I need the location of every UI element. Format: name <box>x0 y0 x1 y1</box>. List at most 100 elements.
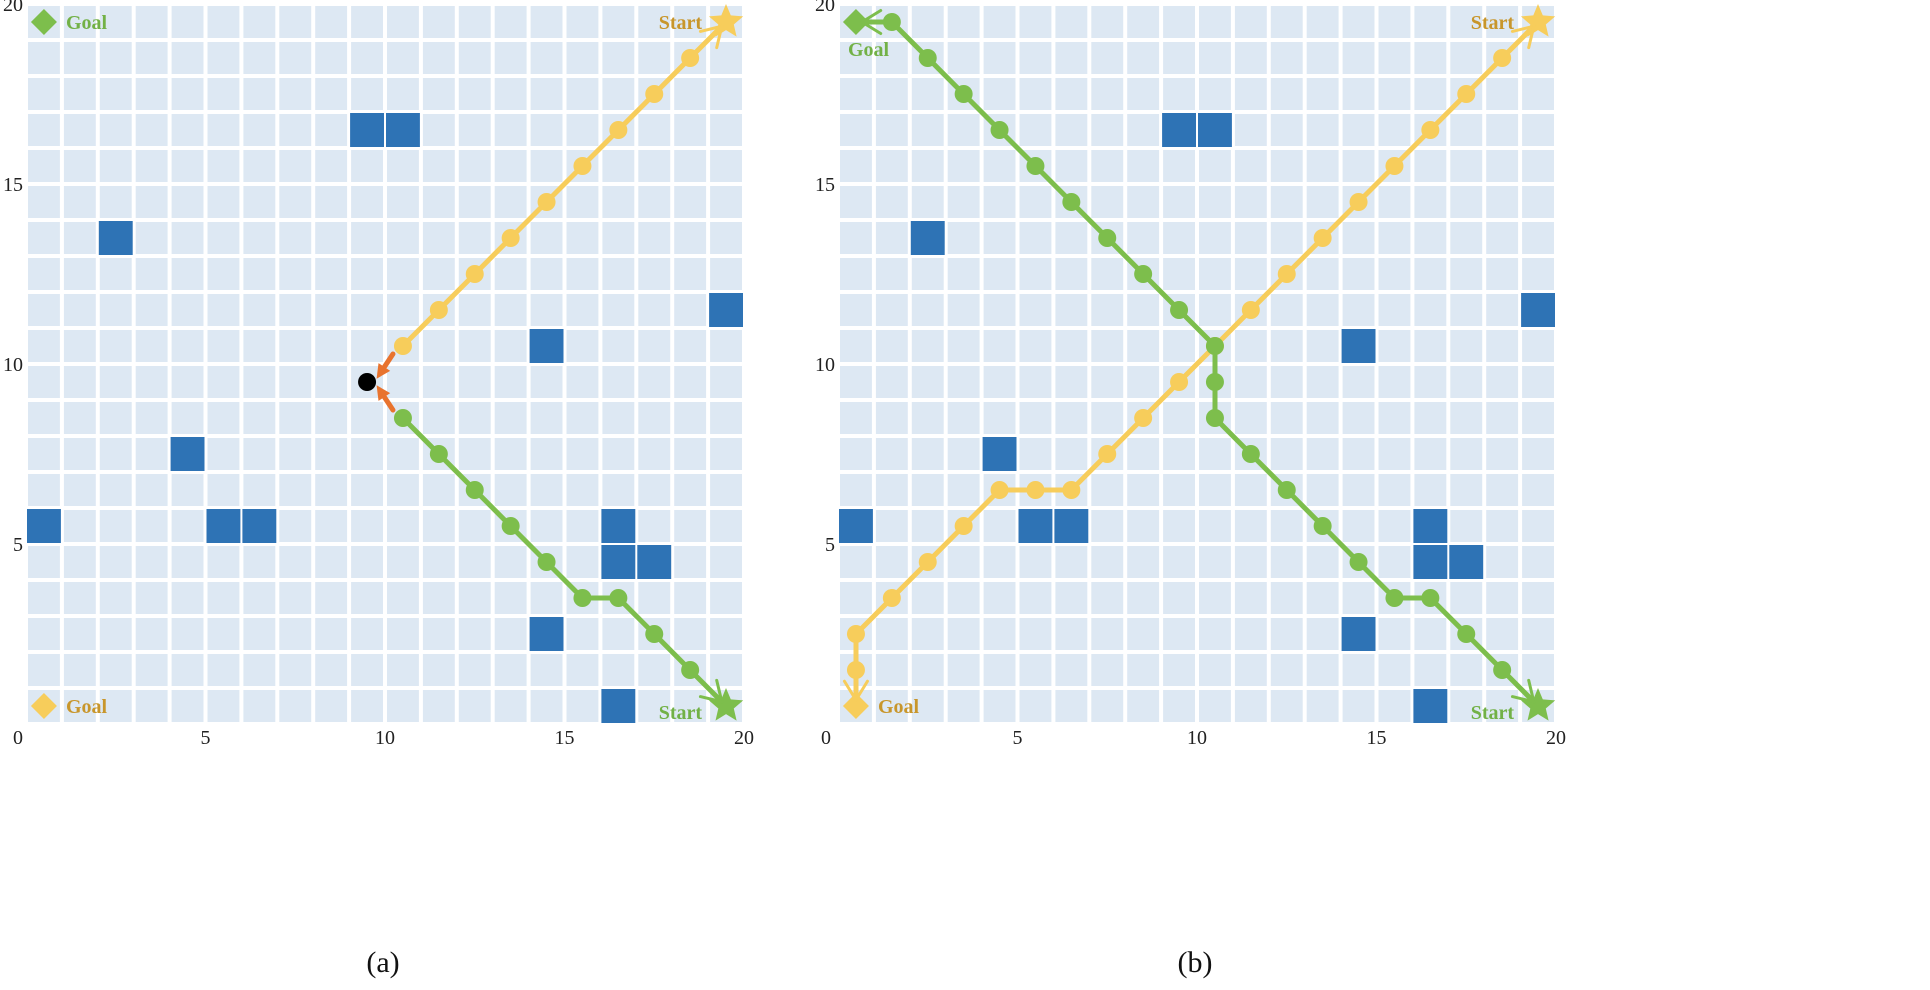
grid-cell <box>207 294 240 326</box>
green-start-arrow-icon <box>715 678 724 704</box>
grid-cell <box>1270 402 1303 434</box>
grid-cell <box>1127 330 1160 362</box>
grid-cell <box>983 150 1016 182</box>
grid-cell <box>1378 222 1411 254</box>
grid-cell <box>1091 294 1124 326</box>
grid-cell <box>171 6 204 38</box>
grid-cell <box>1163 150 1195 182</box>
grid-cell <box>1270 222 1303 254</box>
yellow-start-label-b: Start <box>1471 12 1515 34</box>
grid-cell <box>983 222 1016 254</box>
grid-cell <box>1306 42 1339 74</box>
grid-cell <box>566 690 599 722</box>
grid-cell <box>1163 690 1195 722</box>
grid-cell <box>315 474 348 506</box>
grid-cell <box>875 42 908 74</box>
grid-cell <box>1486 474 1519 506</box>
grid-cell <box>1450 402 1483 434</box>
grid-cell <box>458 402 491 434</box>
green-start-label-b: Start <box>1471 702 1515 724</box>
grid-cell <box>1234 258 1267 290</box>
grid-cell <box>1450 438 1483 470</box>
grid-cell <box>1450 474 1483 506</box>
grid-cell <box>1414 438 1447 470</box>
grid-cell <box>1342 222 1375 254</box>
grid-cell <box>840 258 872 290</box>
grid-cell <box>638 402 671 434</box>
yellow-waypoint <box>846 661 865 679</box>
grid-cell <box>28 42 60 74</box>
grid-cell <box>315 6 348 38</box>
grid-cell <box>1091 42 1124 74</box>
grid-cell <box>1342 150 1375 182</box>
grid-cell <box>171 330 204 362</box>
grid-cell <box>983 366 1016 398</box>
grid-cell <box>566 42 599 74</box>
grid-cell <box>1414 402 1447 434</box>
x-tick-0: 0 <box>13 727 23 749</box>
grid-cell <box>566 186 599 218</box>
grid-cell <box>494 474 527 506</box>
green-waypoint <box>1493 661 1512 679</box>
x-tick-10: 10 <box>375 727 395 749</box>
grid-cell <box>602 222 635 254</box>
y-tick-15: 15 <box>3 174 23 196</box>
green-goal-label-a: Goal <box>66 12 108 34</box>
grid-cell <box>911 474 944 506</box>
grid-cell <box>171 258 204 290</box>
grid-cell <box>1234 186 1267 218</box>
grid-cell <box>28 114 60 146</box>
grid-cell <box>351 294 383 326</box>
grid-cell <box>710 78 742 110</box>
grid-cell <box>63 438 96 470</box>
grid-cell <box>674 330 707 362</box>
green-goal-arrow-icon <box>860 20 883 35</box>
grid-cell <box>1127 546 1160 578</box>
grid-cell <box>1378 294 1411 326</box>
grid-cell <box>1306 654 1339 686</box>
grid-cell <box>279 654 312 686</box>
grid-cell <box>566 366 599 398</box>
grid-cell <box>1486 186 1519 218</box>
grid-cell <box>1019 438 1052 470</box>
grid-cell <box>171 222 204 254</box>
grid-cell <box>1378 330 1411 362</box>
grid-cell <box>1163 42 1195 74</box>
grid-cell <box>243 258 276 290</box>
grid-cell <box>1306 78 1339 110</box>
green-waypoint <box>1313 517 1332 535</box>
grid-cell <box>458 6 491 38</box>
grid-cell <box>875 654 908 686</box>
grid-cell <box>243 546 276 578</box>
green-waypoint <box>918 49 937 67</box>
grid-cell <box>1306 582 1339 614</box>
grid-cell <box>171 150 204 182</box>
grid-cell <box>840 78 872 110</box>
grid-cell <box>351 474 383 506</box>
grid-cell <box>1378 438 1411 470</box>
grid-cell <box>1306 6 1339 38</box>
grid-cell <box>458 654 491 686</box>
grid-cell <box>983 618 1016 650</box>
grid-cell <box>710 474 742 506</box>
grid-cell <box>710 222 742 254</box>
grid-cell <box>63 42 96 74</box>
grid-cell <box>1163 6 1195 38</box>
grid-cell <box>351 150 383 182</box>
grid-cell <box>1342 690 1375 722</box>
grid-cell <box>63 6 96 38</box>
grid-cell <box>566 474 599 506</box>
grid-cell <box>674 366 707 398</box>
grid-cell <box>135 294 168 326</box>
grid-cell <box>315 294 348 326</box>
obstacle-cell <box>529 329 564 363</box>
grid-cell <box>458 42 491 74</box>
grid-cell <box>1234 618 1267 650</box>
grid-cell <box>63 258 96 290</box>
grid-cell <box>983 294 1016 326</box>
grid-cell <box>279 6 312 38</box>
grid-cell <box>99 510 132 542</box>
grid-cell <box>279 510 312 542</box>
grid-cell <box>983 6 1016 38</box>
yellow-waypoint <box>393 337 412 355</box>
